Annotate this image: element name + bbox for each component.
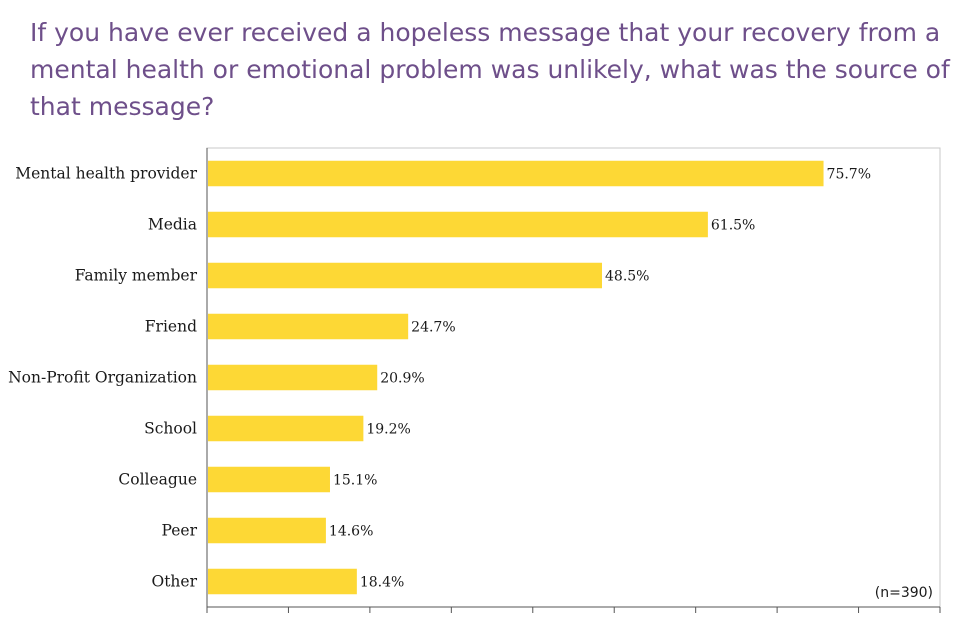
data-label: 20.9% [380,371,424,387]
data-label: 19.2% [366,422,410,438]
sample-size-note: (n=390) [875,585,933,601]
category-label: Friend [145,318,197,336]
category-label: Colleague [118,471,197,489]
chart-title: If you have ever received a hopeless mes… [30,18,950,121]
category-label: Other [151,573,197,591]
category-label: Peer [162,522,198,540]
category-label: Media [148,216,197,234]
category-label: Family member [75,267,198,285]
data-label: 15.1% [333,473,377,489]
category-labels: Mental health provider Media Family member… [8,165,197,591]
category-label: Non-Profit Organization [8,369,197,387]
x-axis-ticks [206,607,941,613]
data-label: 75.7% [827,167,871,183]
bar [208,517,326,544]
data-label: 18.4% [360,575,404,591]
bar [208,211,708,238]
data-label: 48.5% [605,269,649,285]
bar [208,364,378,391]
bar [208,313,409,340]
bar [208,415,364,442]
data-label: 14.6% [329,524,373,540]
bar [208,262,603,289]
bar [208,568,357,595]
data-label: 24.7% [411,320,455,336]
value-labels: 75.7% 61.5% 48.5% 24.7% 20.9% 19.2% 15.1% 14.6%… [329,167,871,591]
bars [208,160,824,595]
category-label: School [144,420,197,438]
data-label: 61.5% [711,218,755,234]
bar [208,466,330,493]
category-label: Mental health provider [15,165,197,183]
bar [208,160,824,187]
